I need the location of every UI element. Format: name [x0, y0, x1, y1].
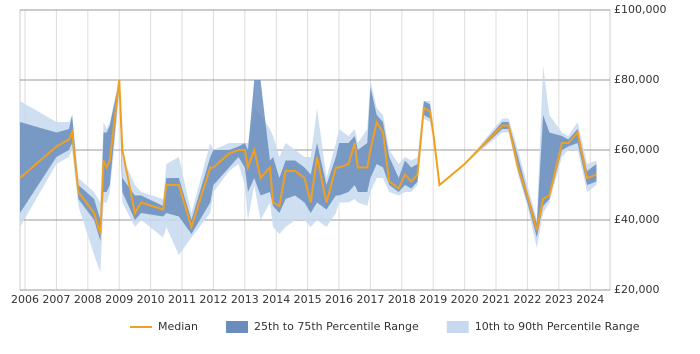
legend-label: 25th to 75th Percentile Range [254, 320, 419, 333]
x-tick-label: 2008 [74, 293, 102, 306]
x-tick-label: 2014 [262, 293, 290, 306]
x-tick-label: 2012 [199, 293, 227, 306]
x-tick-label: 2015 [294, 293, 322, 306]
x-tick-label: 2017 [356, 293, 384, 306]
x-tick-label: 2013 [231, 293, 259, 306]
x-tick-label: 2020 [451, 293, 479, 306]
legend-swatch [446, 321, 469, 333]
x-tick-label: 2007 [42, 293, 70, 306]
y-tick-label: £80,000 [614, 73, 660, 86]
x-tick-label: 2006 [11, 293, 39, 306]
x-tick-label: 2024 [576, 293, 604, 306]
x-tick-label: 2010 [137, 293, 165, 306]
x-tick-label: 2018 [388, 293, 416, 306]
y-tick-label: £100,000 [614, 3, 667, 16]
x-tick-label: 2019 [419, 293, 447, 306]
percentile-band [20, 66, 597, 273]
x-tick-label: 2016 [325, 293, 353, 306]
y-tick-label: £60,000 [614, 143, 660, 156]
x-tick-label: 2023 [545, 293, 573, 306]
legend-label: Median [158, 320, 198, 333]
x-tick-label: 2009 [105, 293, 133, 306]
x-tick-label: 2022 [513, 293, 541, 306]
x-tick-label: 2011 [168, 293, 196, 306]
y-tick-label: £20,000 [614, 283, 660, 296]
legend-swatch [226, 321, 249, 333]
legend-label: 10th to 90th Percentile Range [475, 320, 640, 333]
median-line [19, 79, 597, 235]
y-tick-label: £40,000 [614, 213, 660, 226]
x-tick-label: 2021 [482, 293, 510, 306]
